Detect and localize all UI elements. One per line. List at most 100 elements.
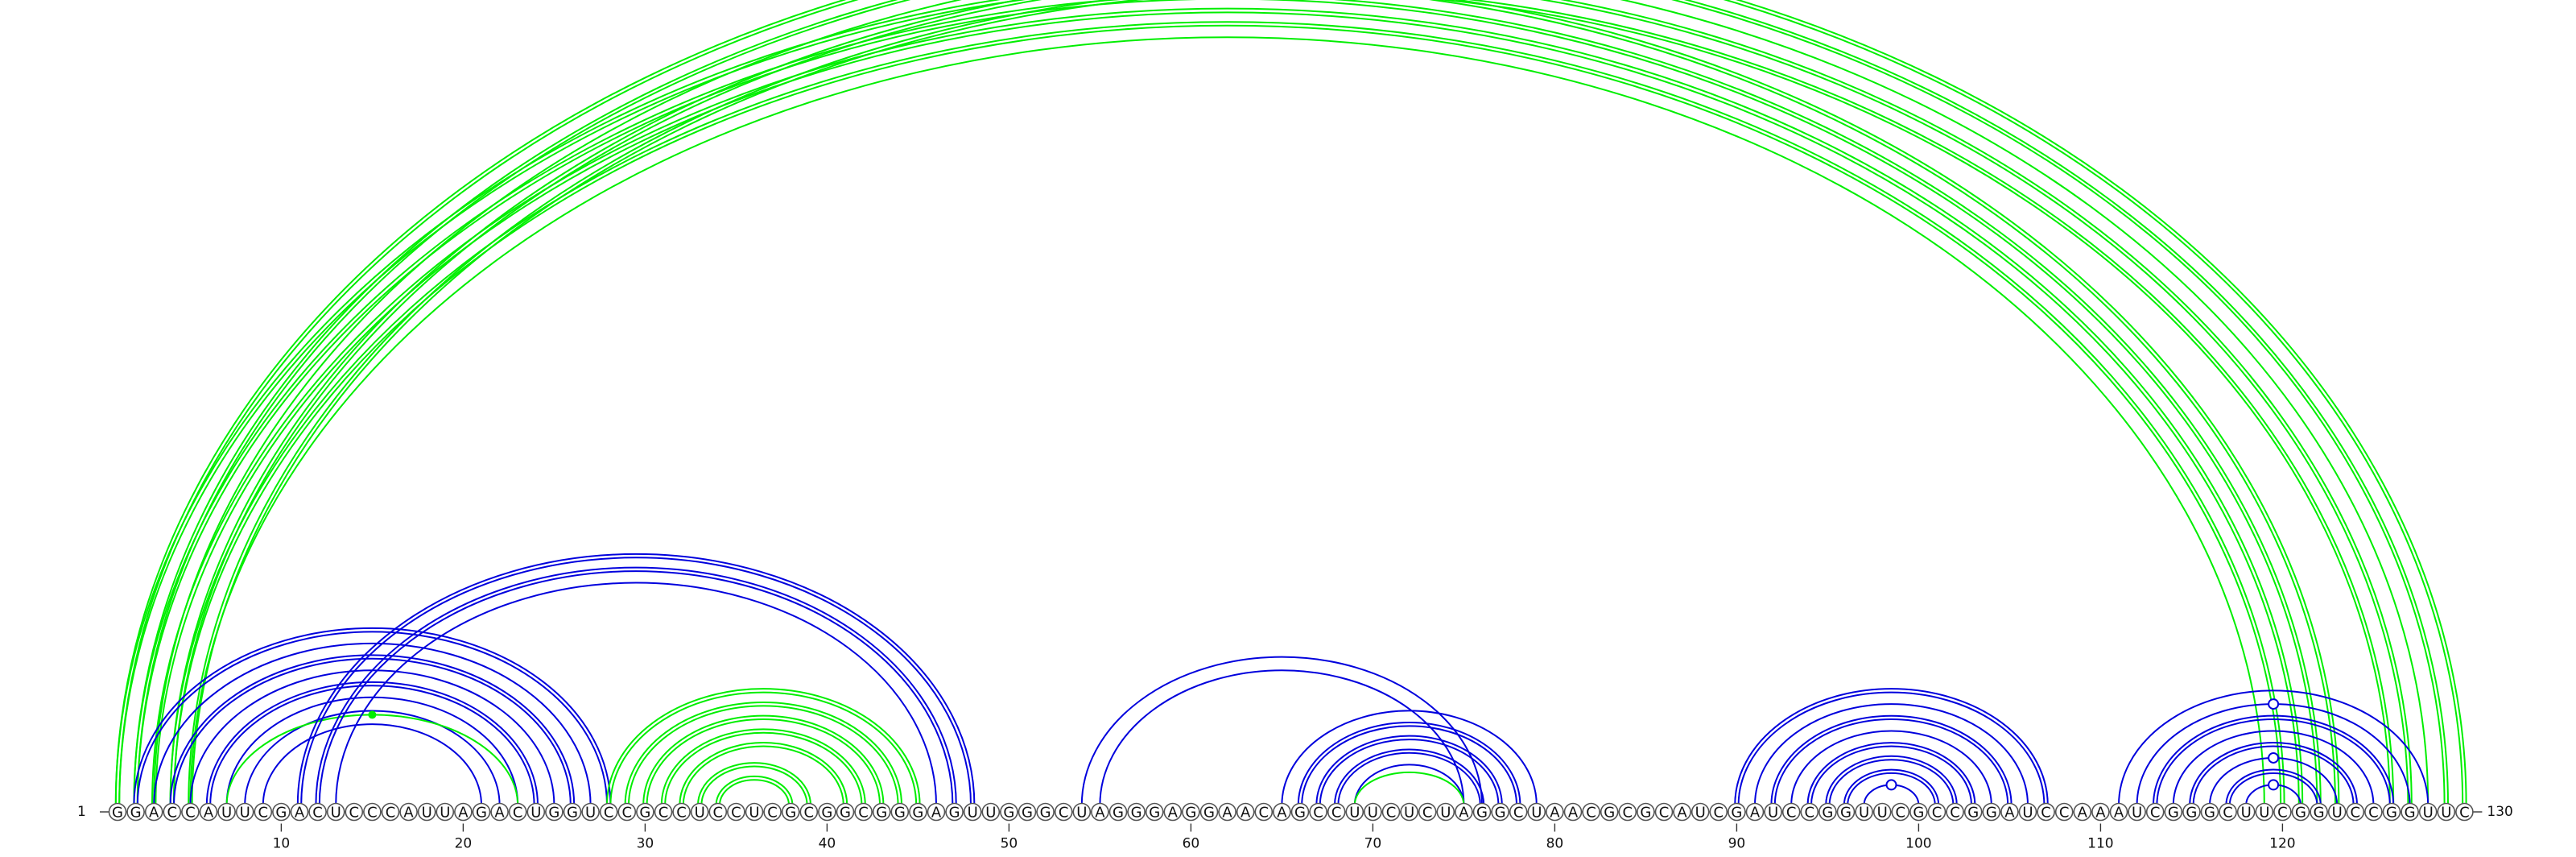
nucleotide: G [126, 802, 145, 822]
pair-arc-green [136, 0, 2446, 805]
pair-arc-blue [1770, 714, 2013, 805]
nucleotide: C [1509, 802, 1528, 822]
nucleotide: G [818, 802, 836, 822]
pair-arc-blue [1790, 730, 1992, 805]
nucleotide-circle [254, 802, 273, 822]
nucleotide-letter: U [1877, 805, 1888, 822]
nucleotide-circle [763, 802, 782, 822]
nucleotide: U [436, 802, 455, 822]
nucleotide: C [181, 802, 200, 822]
pair-arc-green [133, 0, 2322, 805]
nucleotide-circle [1836, 802, 1856, 822]
pair-arc-blue [1301, 725, 1517, 805]
nucleotide: C [599, 802, 618, 822]
nucleotide-circle [1855, 802, 1873, 822]
nucleotide: U [2327, 802, 2347, 822]
nucleotide: C [654, 802, 673, 822]
nucleotide-circle [144, 802, 163, 822]
nucleotide: C [2037, 802, 2055, 822]
nucleotide-circle [363, 802, 382, 822]
nucleotide: G [1637, 802, 1655, 822]
nucleotide-circle [1091, 802, 1109, 822]
nucleotide-circle [1909, 802, 1928, 822]
nucleotide-letter: U [985, 805, 996, 822]
nucleotide-letter: A [1550, 805, 1560, 822]
nucleotide: G [1600, 802, 1619, 822]
pair-arc-blue [173, 657, 572, 805]
pair-arc-green [151, 7, 2304, 805]
nucleotide-circle [326, 802, 345, 822]
nucleotide: C [1781, 802, 1801, 822]
nucleotide: C [363, 802, 382, 822]
nucleotide-letter: G [1294, 805, 1306, 822]
nucleotide-circle [2145, 802, 2165, 822]
nucleotide-circle [1036, 802, 1055, 822]
pair-arc-green [682, 745, 844, 805]
nucleotide-letter: C [1386, 805, 1397, 822]
nucleotide-circle [745, 802, 764, 822]
nucleotide-letter: G [2295, 805, 2306, 822]
nucleotide-circle [1582, 802, 1600, 822]
nucleotide-letter: A [149, 805, 159, 822]
nucleotide-letter: G [2405, 805, 2416, 822]
pair-arc-green [719, 779, 790, 805]
nucleotide-letter: C [2368, 805, 2379, 822]
nucleotide: U [690, 802, 709, 822]
nucleotide: C [2219, 802, 2237, 822]
nucleotide: C [1418, 802, 1437, 822]
nucleotide-letter: G [1040, 805, 1051, 822]
nucleotide-letter: C [1313, 805, 1323, 822]
nucleotide-letter: A [2095, 805, 2106, 822]
nucleotide-circle [781, 802, 800, 822]
nucleotide: G [1728, 802, 1746, 822]
nucleotide-letter: G [1113, 805, 1124, 822]
pair-arc-blue [2172, 730, 2375, 805]
nucleotide: U [581, 802, 600, 822]
pair-arc-green [169, 21, 2285, 805]
nucleotide: A [1091, 802, 1109, 822]
nucleotide-letter: U [2132, 805, 2142, 822]
nucleotide-letter: G [821, 805, 832, 822]
nucleotide-circle [1182, 802, 1200, 822]
nucleotide-letter: A [1241, 805, 1251, 822]
nucleotide-letter: G [876, 805, 887, 822]
nucleotide-letter: C [2459, 805, 2470, 822]
nucleotide-letter: U [1859, 805, 1869, 822]
nucleotide: G [636, 802, 654, 822]
nucleotide: G [472, 802, 491, 822]
pair-arc-green [153, 0, 2429, 805]
nucleotide-letter: C [1059, 805, 1069, 822]
pair-arc-blue [2118, 689, 2429, 805]
nucleotide-letter: C [658, 805, 669, 822]
nucleotide-letter: U [968, 805, 978, 822]
nucleotide-circle [818, 802, 836, 822]
nucleotide-letter: G [1640, 805, 1651, 822]
nucleotide: G [2291, 802, 2310, 822]
nucleotide-letter: C [2277, 805, 2288, 822]
nucleotide-letter: A [458, 805, 469, 822]
nucleotide: G [2200, 802, 2219, 822]
nucleotide: U [2128, 802, 2146, 822]
nucleotide-letter: C [258, 805, 269, 822]
tick-label: 70 [1364, 836, 1382, 852]
tick-label: 20 [455, 836, 473, 852]
nucleotide-letter: A [2004, 805, 2015, 822]
pair-arc-green [715, 775, 794, 805]
nucleotide-circle [2273, 802, 2292, 822]
nucleotide-letter: U [422, 805, 432, 822]
tick-label: 60 [1183, 836, 1200, 852]
nucleotide: G [945, 802, 964, 822]
nucleotide-circle [1000, 802, 1018, 822]
nucleotide-circle [1963, 802, 1983, 822]
nucleotide-letter: C [2059, 805, 2070, 822]
nucleotide: U [1690, 802, 1710, 822]
nucleotide: G [1963, 802, 1983, 822]
nucleotide-letter: A [1222, 805, 1232, 822]
nucleotide-circle [381, 802, 400, 822]
pair-arc-blue [136, 631, 608, 805]
nucleotide: G [781, 802, 800, 822]
nucleotide-letter: G [1203, 805, 1215, 822]
nucleotide-letter: G [1840, 805, 1852, 822]
nucleotide: G [1000, 802, 1018, 822]
nucleotide: G [108, 802, 127, 822]
